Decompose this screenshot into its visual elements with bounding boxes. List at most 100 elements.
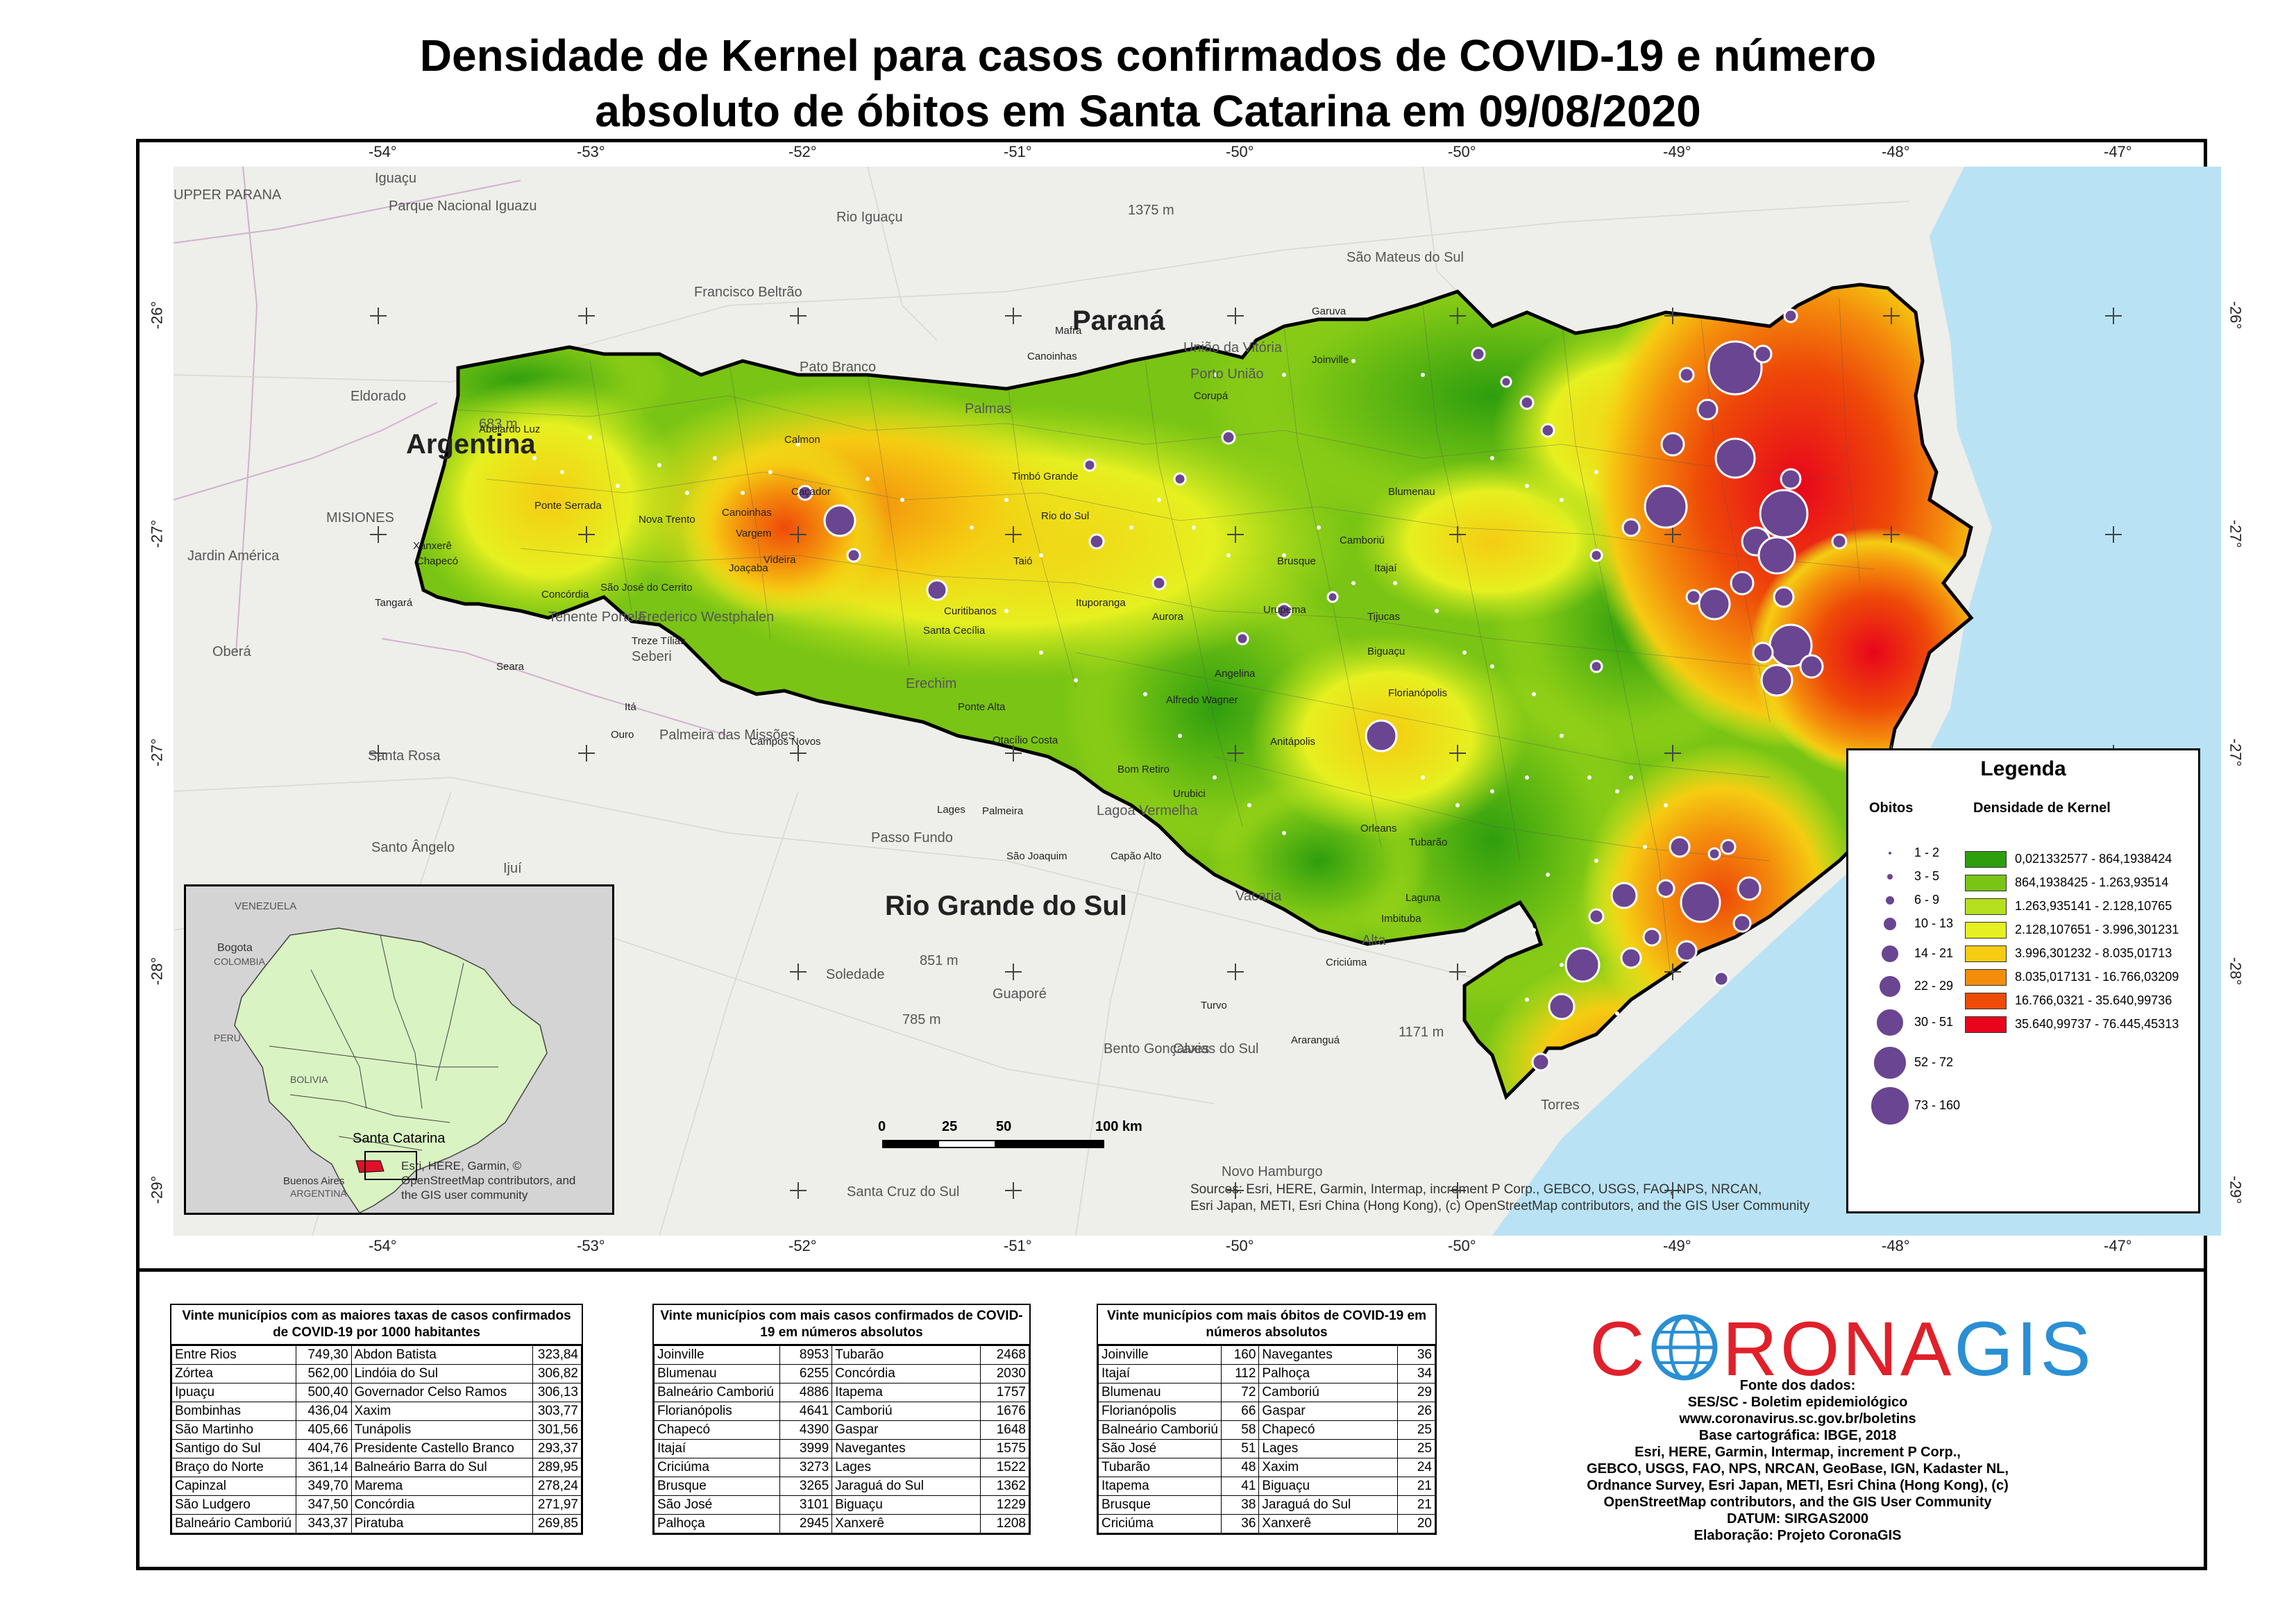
legend-obitos-label: 30 - 51 (1914, 1015, 1954, 1029)
table-cell: 347,50 (295, 1495, 352, 1515)
city-point (616, 484, 620, 488)
lon-label-top: -48° (1882, 143, 1910, 160)
table-cell: Zórtea (171, 1364, 296, 1384)
lon-label-bottom: -53° (577, 1237, 605, 1254)
table-cell: São Ludgero (171, 1495, 296, 1515)
lon-label-top: -51° (1004, 143, 1032, 160)
city-point (768, 470, 773, 474)
city-label: Rio do Sul (1041, 510, 1090, 522)
table-cell: Gaspar (1258, 1402, 1398, 1421)
obitos-dot (1173, 472, 1187, 486)
place-label: Palmas (965, 401, 1011, 417)
stats-table: Vinte municípios com mais óbitos de COVI… (1097, 1304, 1437, 1535)
table-cell: São José (1097, 1439, 1222, 1458)
obitos-dot (1720, 839, 1737, 855)
legend-kernel-label: 1.263,935141 - 2.128,10765 (2015, 899, 2172, 913)
place-label: Tenente Portela (548, 609, 646, 625)
obitos-dot (1730, 571, 1755, 596)
table-cell: 3273 (779, 1458, 833, 1477)
legend-kernel-swatch (1965, 945, 2007, 962)
table-row: Palhoça 2945 Xanxerê 1208 (654, 1514, 1030, 1533)
table-title: Vinte municípios com mais casos confirma… (654, 1305, 1029, 1345)
table-row: São José 3101 Biguaçu 1229 (654, 1495, 1030, 1515)
source-line: Elaboração: Projeto CoronaGIS (1694, 1528, 1902, 1543)
logo-gis: GIS (1954, 1306, 2094, 1392)
city-label: Laguna (1406, 892, 1441, 904)
table-cell: 2030 (979, 1364, 1030, 1384)
inset-label-colombia: COLOMBIA (214, 956, 265, 967)
legend-kernel-label: 8.035,017131 - 16.766,03209 (2015, 970, 2179, 984)
city-label: Imbituba (1381, 913, 1421, 925)
city-point (1560, 498, 1564, 502)
obitos-dot (1831, 533, 1848, 550)
obitos-dot (1680, 882, 1721, 923)
label-argentina: Argentina (406, 429, 536, 460)
table-cell: 278,24 (532, 1477, 582, 1496)
legend-obitos-label: 10 - 13 (1914, 916, 1954, 930)
table-cell: 36 (1221, 1514, 1260, 1533)
city-label: Tubarão (1409, 836, 1448, 848)
city-point (1074, 678, 1078, 682)
place-label: Vacaria (1235, 889, 1282, 904)
table-cell: Criciúma (654, 1458, 780, 1477)
inset-santa-catarina (355, 1160, 385, 1173)
table-cell: Navegantes (832, 1439, 981, 1458)
data-sources: Fonte dos dados: SES/SC - Boletim epidemi… (1527, 1377, 2068, 1544)
city-label: Itajaí (1374, 562, 1397, 574)
source-line: SES/SC - Boletim epidemiológico (1687, 1395, 1908, 1410)
city-label: Curitibanos (944, 605, 997, 617)
city-label: Canoinhas (1027, 351, 1077, 362)
place-label: Palmeira das Missões (659, 728, 795, 743)
table-cell: 404,76 (295, 1439, 352, 1458)
obitos-dot (1732, 914, 1752, 933)
inset-extent-box (364, 1151, 417, 1180)
table-row: São Martinho 405,66 Tunápolis 301,56 (171, 1420, 582, 1440)
city-label: Treze Tílias (632, 635, 686, 647)
place-label: 1171 m (1399, 1025, 1444, 1040)
lon-label-bottom: -50° (1448, 1237, 1476, 1254)
city-point (796, 442, 800, 446)
table-cell: 21 (1396, 1477, 1436, 1496)
city-point (1560, 734, 1564, 738)
table-cell: Itapema (1097, 1477, 1222, 1496)
table-cell: Navegantes (1258, 1345, 1398, 1365)
city-point (1157, 498, 1161, 502)
inset-label-venezuela: VENEZUELA (235, 900, 297, 912)
table-row: Joinville 8953 Tubarão 2468 (654, 1345, 1030, 1365)
title-line-1: Densidade de Kernel para casos confirmad… (419, 31, 1877, 81)
city-point (1594, 859, 1598, 863)
table-cell: 301,56 (532, 1420, 582, 1440)
table-cell: Xaxim (351, 1402, 534, 1421)
city-label: Brusque (1277, 555, 1316, 567)
legend-kernel-swatch (1965, 1016, 2007, 1033)
inset-label-peru: PERU (214, 1032, 241, 1043)
obitos-dot (1620, 947, 1642, 969)
city-point (588, 435, 592, 439)
table-row: Entre Rios 749,30 Abdon Batista 323,84 (171, 1345, 582, 1365)
city-point (505, 442, 509, 446)
city-point (1546, 873, 1550, 877)
table-cell: Gaspar (832, 1420, 981, 1440)
table-cell: 1522 (979, 1458, 1030, 1477)
place-label: Santa Rosa (368, 748, 441, 764)
table-cell: 2945 (779, 1514, 833, 1533)
table-cell: Tunápolis (351, 1420, 534, 1440)
table-row: Zórtea 562,00 Lindóia do Sul 306,82 (171, 1364, 582, 1384)
city-label: Taió (1013, 555, 1033, 567)
table-cell: 51 (1221, 1439, 1260, 1458)
legend-obitos-dot (1876, 1009, 1904, 1036)
lon-label-top: -54° (369, 143, 397, 160)
city-label: Santa Cecília (923, 625, 986, 637)
legend-kernel-swatch (1965, 969, 2007, 986)
inset-label-bogota: Bogota (217, 942, 253, 954)
table-cell: 436,04 (295, 1402, 352, 1421)
table-cell: Presidente Castello Branco (351, 1439, 534, 1458)
table-cell: Bombinhas (171, 1402, 296, 1421)
table-row: Itajaí 112 Palhoça 34 (1097, 1364, 1436, 1384)
table-cell: Abdon Batista (351, 1345, 534, 1365)
place-label: Passo Fundo (871, 830, 953, 846)
map-credits: Sources: Esri, HERE, Garmin, Intermap, i… (1190, 1181, 1871, 1215)
table-cell: Capinzal (171, 1477, 296, 1496)
obitos-dot (1780, 468, 1802, 490)
obitos-dot (1083, 458, 1097, 472)
